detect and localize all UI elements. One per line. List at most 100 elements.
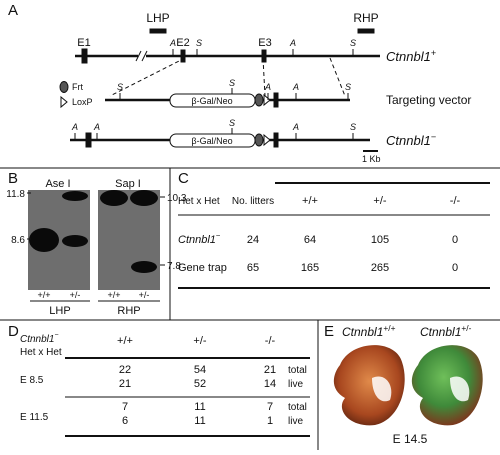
site-label: A	[71, 122, 78, 132]
row-label: Ctnnbl1−	[178, 231, 221, 246]
superscript: −	[431, 132, 436, 142]
gene-name: Ctnnbl1	[386, 133, 431, 148]
embryo	[411, 345, 483, 426]
offspring-count: 265	[371, 262, 389, 274]
panel-label: C	[178, 170, 189, 187]
frt	[254, 93, 264, 107]
embryo-count: 21	[264, 364, 276, 376]
legend-label: Frt	[72, 82, 83, 92]
site-label: S	[229, 118, 235, 128]
embryo-count: 11	[194, 415, 205, 427]
size-marker: 8.6	[11, 235, 25, 246]
site-label: S	[196, 38, 202, 48]
site-label: A	[292, 122, 299, 132]
column-header: -/-	[450, 195, 461, 207]
column-header: +/-	[193, 335, 206, 347]
gene-name: Ctnnbl1	[386, 49, 431, 64]
embryo-count: 21	[119, 378, 131, 390]
vector-label: Targeting vector	[386, 93, 471, 107]
cassette-label: β-Gal/Neo	[191, 136, 232, 146]
superscript: +/+	[383, 323, 395, 333]
count-kind: live	[288, 379, 303, 390]
site-label: A	[264, 82, 271, 92]
size-marker: 10.3	[167, 193, 187, 204]
genotype-label: +/-	[70, 290, 81, 300]
homology-line	[262, 57, 266, 97]
size-marker: 7.8	[167, 261, 181, 272]
stage-label: E 14.5	[393, 432, 428, 446]
table-rules	[65, 182, 490, 437]
loxp-legend	[60, 95, 68, 109]
band	[130, 190, 158, 206]
size-marker: 11.8	[6, 189, 25, 200]
row-label: Gene trap	[178, 262, 227, 274]
allele-label: Ctnnbl1+	[386, 48, 436, 64]
superscript: −	[216, 231, 221, 240]
gene-name: Ctnnbl1	[20, 334, 54, 345]
genotype-label: +/+	[107, 290, 120, 300]
panel-label: B	[8, 170, 18, 187]
exon	[180, 49, 186, 63]
probe-label: RHP	[353, 11, 378, 25]
break-mark	[141, 50, 148, 62]
band	[131, 261, 157, 273]
site-label: S	[350, 122, 356, 132]
superscript: +	[431, 48, 436, 58]
embryo-photos	[333, 345, 483, 426]
band	[29, 228, 59, 252]
embryo-count: 7	[122, 401, 128, 413]
exon-label: E2	[176, 37, 189, 49]
site-label: A	[289, 38, 296, 48]
genotype-label: +/+	[37, 290, 50, 300]
embryo-count: 6	[122, 415, 128, 427]
enzyme-label: Ase I	[45, 178, 70, 190]
probe-label: LHP	[146, 11, 169, 25]
offspring-count: 0	[452, 234, 458, 246]
embryo-count: 11	[194, 401, 205, 413]
stage-label: E 8.5	[20, 375, 44, 386]
site-label: S	[345, 82, 351, 92]
band	[62, 191, 88, 201]
gene-name: Ctnnbl1	[342, 325, 383, 339]
legend-label: LoxP	[72, 97, 93, 107]
panel-label: A	[8, 2, 18, 19]
exon	[261, 49, 267, 63]
column-header: +/-	[373, 195, 386, 207]
embryo-count: 14	[264, 378, 276, 390]
cross-label: Het x Het	[20, 347, 62, 358]
probe-label: RHP	[117, 305, 140, 317]
count-kind: live	[288, 416, 303, 427]
offspring-count: 165	[301, 262, 319, 274]
site-label: S	[229, 78, 235, 88]
gene-name: Ctnnbl1	[420, 325, 461, 339]
exon	[273, 132, 279, 148]
blot	[98, 190, 160, 290]
site-label: S	[350, 38, 356, 48]
offspring-count: 64	[304, 234, 316, 246]
gene-name: Ctnnbl1	[178, 234, 216, 246]
genotype-label: Ctnnbl1+/-	[420, 323, 472, 339]
enzyme-label: Sap I	[115, 178, 141, 190]
break-mark	[135, 50, 142, 62]
litter-count: 24	[247, 234, 259, 246]
cassette-label: β-Gal/Neo	[191, 96, 232, 106]
band	[100, 190, 128, 206]
embryo-count: 52	[194, 378, 206, 390]
embryo-highlight	[372, 376, 392, 402]
southern-blot	[27, 190, 165, 302]
offspring-count: 0	[452, 262, 458, 274]
count-kind: total	[288, 402, 307, 413]
exon	[273, 92, 279, 108]
site-label: A	[169, 38, 176, 48]
allele-label: Ctnnbl1−	[386, 132, 436, 148]
loxp	[263, 93, 271, 107]
scale-label: 1 Kb	[362, 154, 381, 164]
frt-legend	[59, 81, 69, 93]
frt	[254, 133, 264, 147]
band	[62, 235, 88, 247]
probe-label: LHP	[49, 305, 70, 317]
embryo-highlight	[450, 376, 470, 402]
